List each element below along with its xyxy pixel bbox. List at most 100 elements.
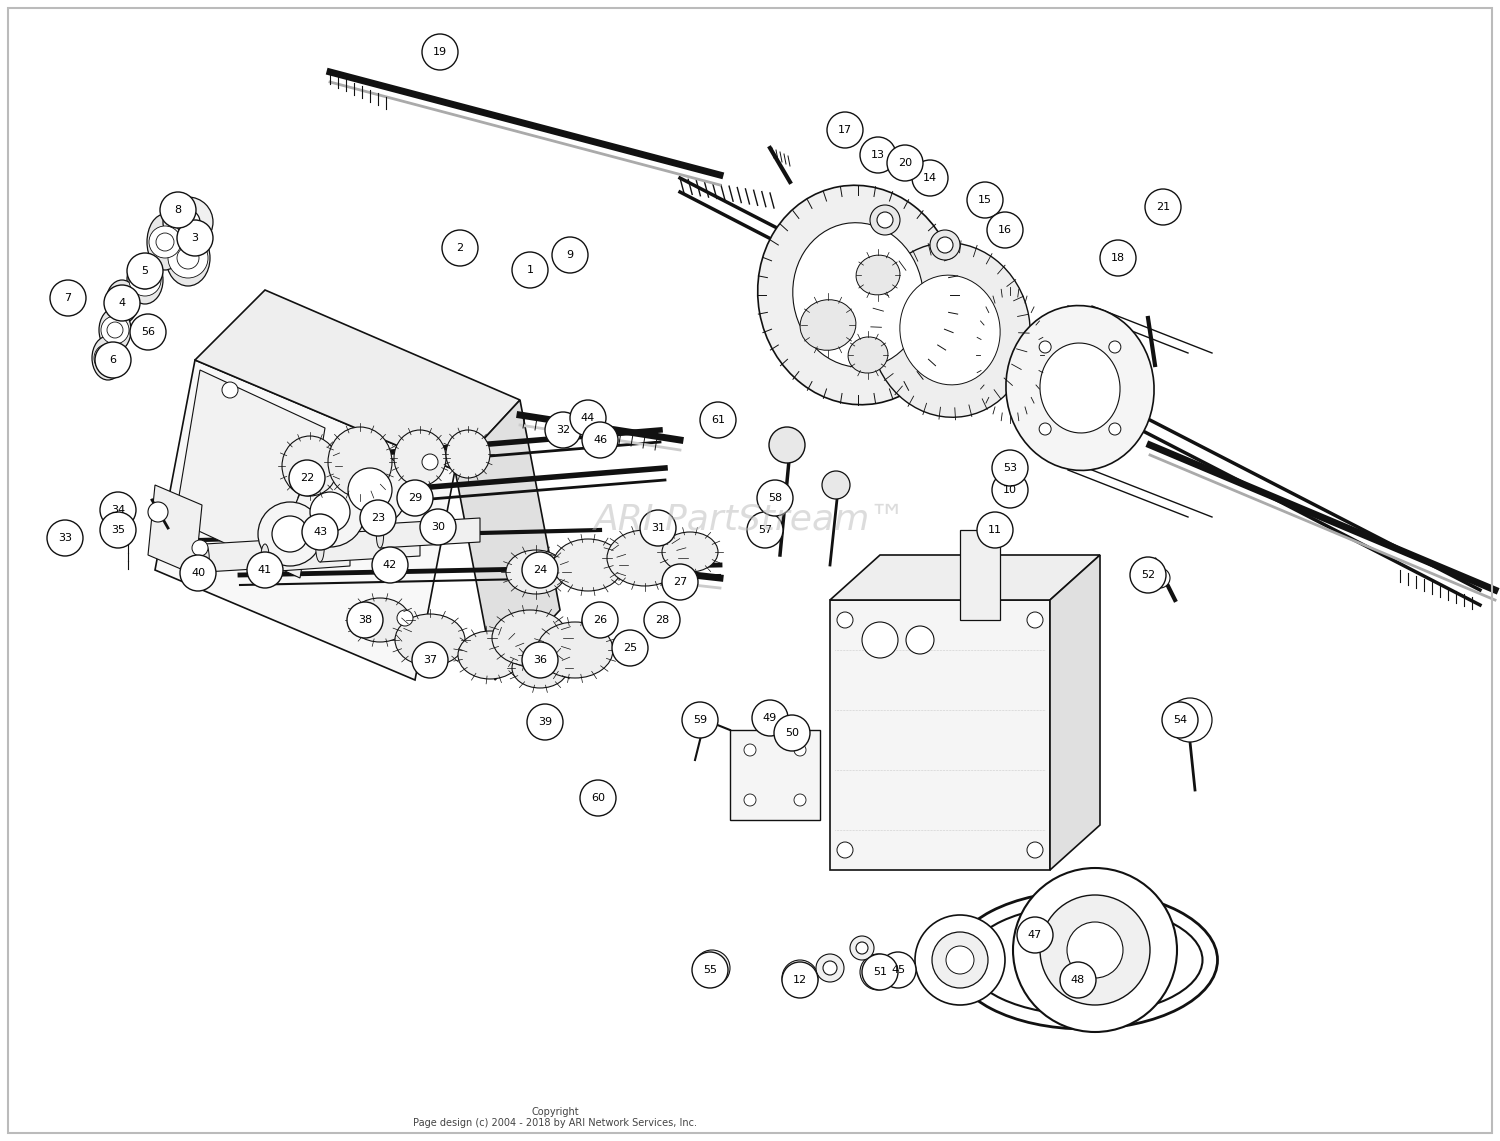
Circle shape	[850, 936, 874, 960]
Text: ARI PartStream™: ARI PartStream™	[594, 503, 906, 537]
Circle shape	[968, 183, 1004, 218]
Ellipse shape	[282, 436, 338, 496]
Text: 42: 42	[382, 560, 398, 570]
Text: 31: 31	[651, 523, 664, 533]
Circle shape	[570, 400, 606, 436]
Text: 10: 10	[1004, 485, 1017, 495]
Circle shape	[180, 555, 216, 591]
Text: 44: 44	[580, 413, 596, 423]
Text: 25: 25	[622, 644, 638, 653]
Circle shape	[1017, 917, 1053, 953]
Circle shape	[100, 512, 136, 548]
Circle shape	[1060, 962, 1096, 998]
Polygon shape	[830, 555, 1100, 600]
Text: 34: 34	[111, 505, 125, 515]
Circle shape	[837, 612, 854, 628]
Polygon shape	[266, 539, 350, 572]
Polygon shape	[730, 730, 821, 820]
Circle shape	[1168, 698, 1212, 742]
Text: 30: 30	[430, 521, 445, 532]
Ellipse shape	[856, 256, 900, 294]
Circle shape	[100, 492, 136, 528]
Circle shape	[544, 412, 580, 448]
Text: 28: 28	[656, 615, 669, 625]
Text: 19: 19	[433, 47, 447, 57]
Text: 35: 35	[111, 525, 125, 535]
Ellipse shape	[261, 544, 268, 572]
Circle shape	[1162, 702, 1198, 738]
Circle shape	[164, 197, 213, 246]
Text: 16: 16	[998, 225, 1012, 235]
Circle shape	[946, 946, 974, 974]
Polygon shape	[830, 600, 1050, 869]
Circle shape	[862, 622, 898, 658]
Circle shape	[1013, 868, 1178, 1031]
Text: 11: 11	[988, 525, 1002, 535]
Circle shape	[222, 382, 238, 398]
Ellipse shape	[900, 275, 1001, 385]
Circle shape	[148, 502, 168, 521]
Circle shape	[886, 145, 922, 181]
Circle shape	[1028, 842, 1042, 858]
Text: 47: 47	[1028, 930, 1042, 940]
Circle shape	[1040, 341, 1052, 353]
Circle shape	[413, 642, 448, 678]
Circle shape	[1130, 557, 1166, 593]
Text: 46: 46	[592, 435, 608, 445]
Circle shape	[290, 460, 326, 496]
Circle shape	[177, 220, 213, 256]
Circle shape	[868, 963, 886, 981]
Circle shape	[302, 513, 338, 550]
Circle shape	[580, 780, 616, 816]
Circle shape	[906, 626, 934, 654]
Circle shape	[148, 226, 182, 258]
Circle shape	[878, 212, 892, 228]
Circle shape	[856, 942, 868, 954]
Ellipse shape	[376, 524, 384, 548]
Text: 29: 29	[408, 493, 422, 503]
Circle shape	[156, 233, 174, 251]
Text: 53: 53	[1004, 463, 1017, 474]
Circle shape	[682, 702, 718, 738]
Polygon shape	[206, 539, 304, 572]
Circle shape	[758, 480, 794, 516]
Ellipse shape	[512, 648, 568, 688]
Text: 54: 54	[1173, 715, 1186, 725]
Circle shape	[108, 288, 136, 316]
Text: 48: 48	[1071, 976, 1084, 985]
Circle shape	[880, 952, 916, 988]
Text: 9: 9	[567, 250, 573, 260]
Ellipse shape	[92, 335, 124, 380]
Text: 61: 61	[711, 415, 724, 424]
Text: 52: 52	[1142, 570, 1155, 580]
Circle shape	[837, 842, 854, 858]
Circle shape	[938, 237, 952, 253]
Circle shape	[782, 962, 818, 998]
Circle shape	[790, 969, 808, 987]
Circle shape	[612, 630, 648, 666]
Polygon shape	[380, 518, 480, 548]
Polygon shape	[154, 361, 454, 680]
Circle shape	[522, 642, 558, 678]
Circle shape	[106, 322, 123, 338]
Text: 55: 55	[704, 965, 717, 976]
Ellipse shape	[166, 230, 210, 286]
Circle shape	[192, 540, 208, 556]
Circle shape	[442, 230, 478, 266]
Circle shape	[248, 552, 284, 588]
Text: 21: 21	[1156, 202, 1170, 212]
Circle shape	[258, 502, 322, 566]
Ellipse shape	[316, 534, 324, 563]
Circle shape	[859, 954, 895, 990]
Circle shape	[422, 34, 458, 70]
Circle shape	[168, 238, 208, 278]
Text: 26: 26	[592, 615, 608, 625]
Circle shape	[346, 602, 382, 638]
Ellipse shape	[1007, 306, 1154, 470]
Ellipse shape	[446, 430, 491, 478]
Circle shape	[94, 342, 130, 378]
Ellipse shape	[458, 631, 522, 679]
Ellipse shape	[662, 532, 718, 572]
Circle shape	[130, 314, 166, 350]
Circle shape	[50, 525, 80, 555]
